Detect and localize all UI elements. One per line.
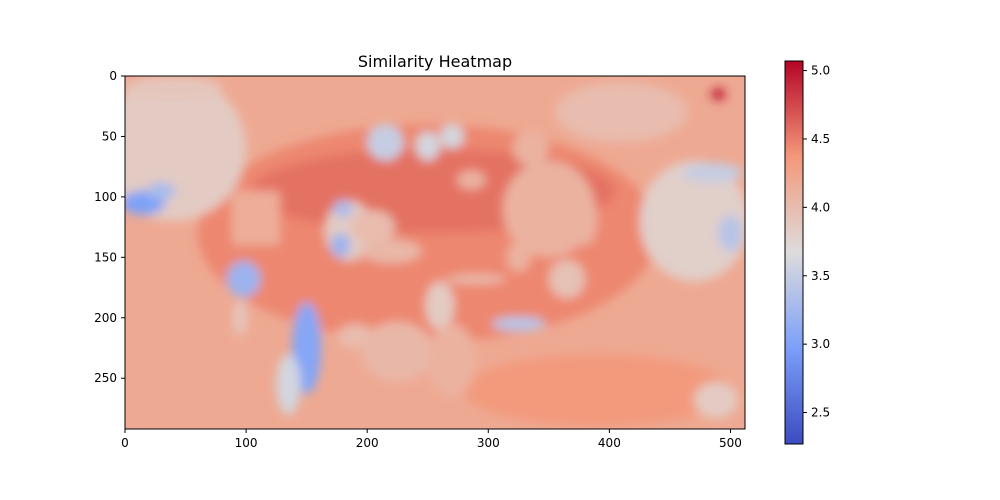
heatmap-regions xyxy=(125,76,745,427)
heatmap-region-10 xyxy=(711,88,726,101)
y-axis: 0 50 100 150 200 250 xyxy=(94,69,125,385)
heatmap-region-21 xyxy=(231,190,280,246)
heatmap-region-35 xyxy=(427,323,477,397)
heatmap-region-7 xyxy=(682,163,743,183)
colorbar-tick-label: 4.0 xyxy=(811,200,830,214)
colorbar-tick-label: 4.5 xyxy=(811,132,830,146)
heatmap-region-4 xyxy=(146,182,176,200)
colorbar-gradient xyxy=(784,60,804,445)
heatmap-region-6 xyxy=(639,160,745,282)
heatmap-region-19 xyxy=(506,242,531,272)
heatmap-region-16 xyxy=(512,131,549,166)
x-tick-label: 100 xyxy=(235,436,258,450)
heatmap-region-8 xyxy=(718,215,743,252)
heatmap-region-31 xyxy=(491,316,546,332)
y-tick-label: 100 xyxy=(94,190,117,204)
y-tick-label: 200 xyxy=(94,311,117,325)
x-axis: 0 100 200 300 400 500 xyxy=(121,429,742,450)
heatmap-region-22 xyxy=(226,260,261,298)
colorbar-tick-label: 2.5 xyxy=(811,406,830,420)
heatmap-region-32 xyxy=(445,274,507,284)
y-tick-label: 150 xyxy=(94,250,117,264)
heatmap-region-29 xyxy=(232,299,248,336)
x-tick-label: 200 xyxy=(356,436,379,450)
heatmap-region-11 xyxy=(464,354,731,427)
heatmap-region-28 xyxy=(276,354,301,415)
heatmap-region-15 xyxy=(502,160,595,258)
heatmap-region-26 xyxy=(351,210,396,245)
plot-frame xyxy=(124,75,746,430)
heatmap-region-12 xyxy=(367,124,404,161)
y-tick-label: 250 xyxy=(94,371,117,385)
colorbar-tick-label: 5.0 xyxy=(811,64,830,78)
x-tick-label: 0 xyxy=(121,436,129,450)
chart-title: Similarity Heatmap xyxy=(358,52,512,71)
heatmap-region-17 xyxy=(456,170,486,190)
heatmap-region-24 xyxy=(330,233,351,258)
heatmap-region-36 xyxy=(361,239,422,264)
x-tick-label: 500 xyxy=(719,436,742,450)
x-tick-label: 400 xyxy=(598,436,621,450)
heatmap-region-37 xyxy=(694,381,738,419)
colorbar-tick-label: 3.5 xyxy=(811,269,830,283)
colorbar: 2.5 3.0 3.5 4.0 4.5 5.0 xyxy=(784,60,830,445)
y-tick-label: 50 xyxy=(102,129,117,143)
heatmap-region-14 xyxy=(439,124,465,149)
heatmap-region-13 xyxy=(415,131,440,161)
y-tick-label: 0 xyxy=(109,69,117,83)
plot-area xyxy=(124,75,746,430)
heatmap-region-20 xyxy=(548,259,586,299)
heatmap-region-25 xyxy=(333,200,353,218)
colorbar-tick-label: 3.0 xyxy=(811,337,830,351)
heatmap-region-9 xyxy=(554,82,689,143)
colorbar-ticks: 2.5 3.0 3.5 4.0 4.5 5.0 xyxy=(803,64,830,420)
x-tick-label: 300 xyxy=(477,436,500,450)
heatmap-region-5 xyxy=(125,76,222,101)
heatmap-region-34 xyxy=(361,321,434,382)
heatmap-region-18 xyxy=(573,192,598,246)
heatmap-region-30 xyxy=(425,281,455,330)
heatmap-region-27 xyxy=(292,302,322,394)
